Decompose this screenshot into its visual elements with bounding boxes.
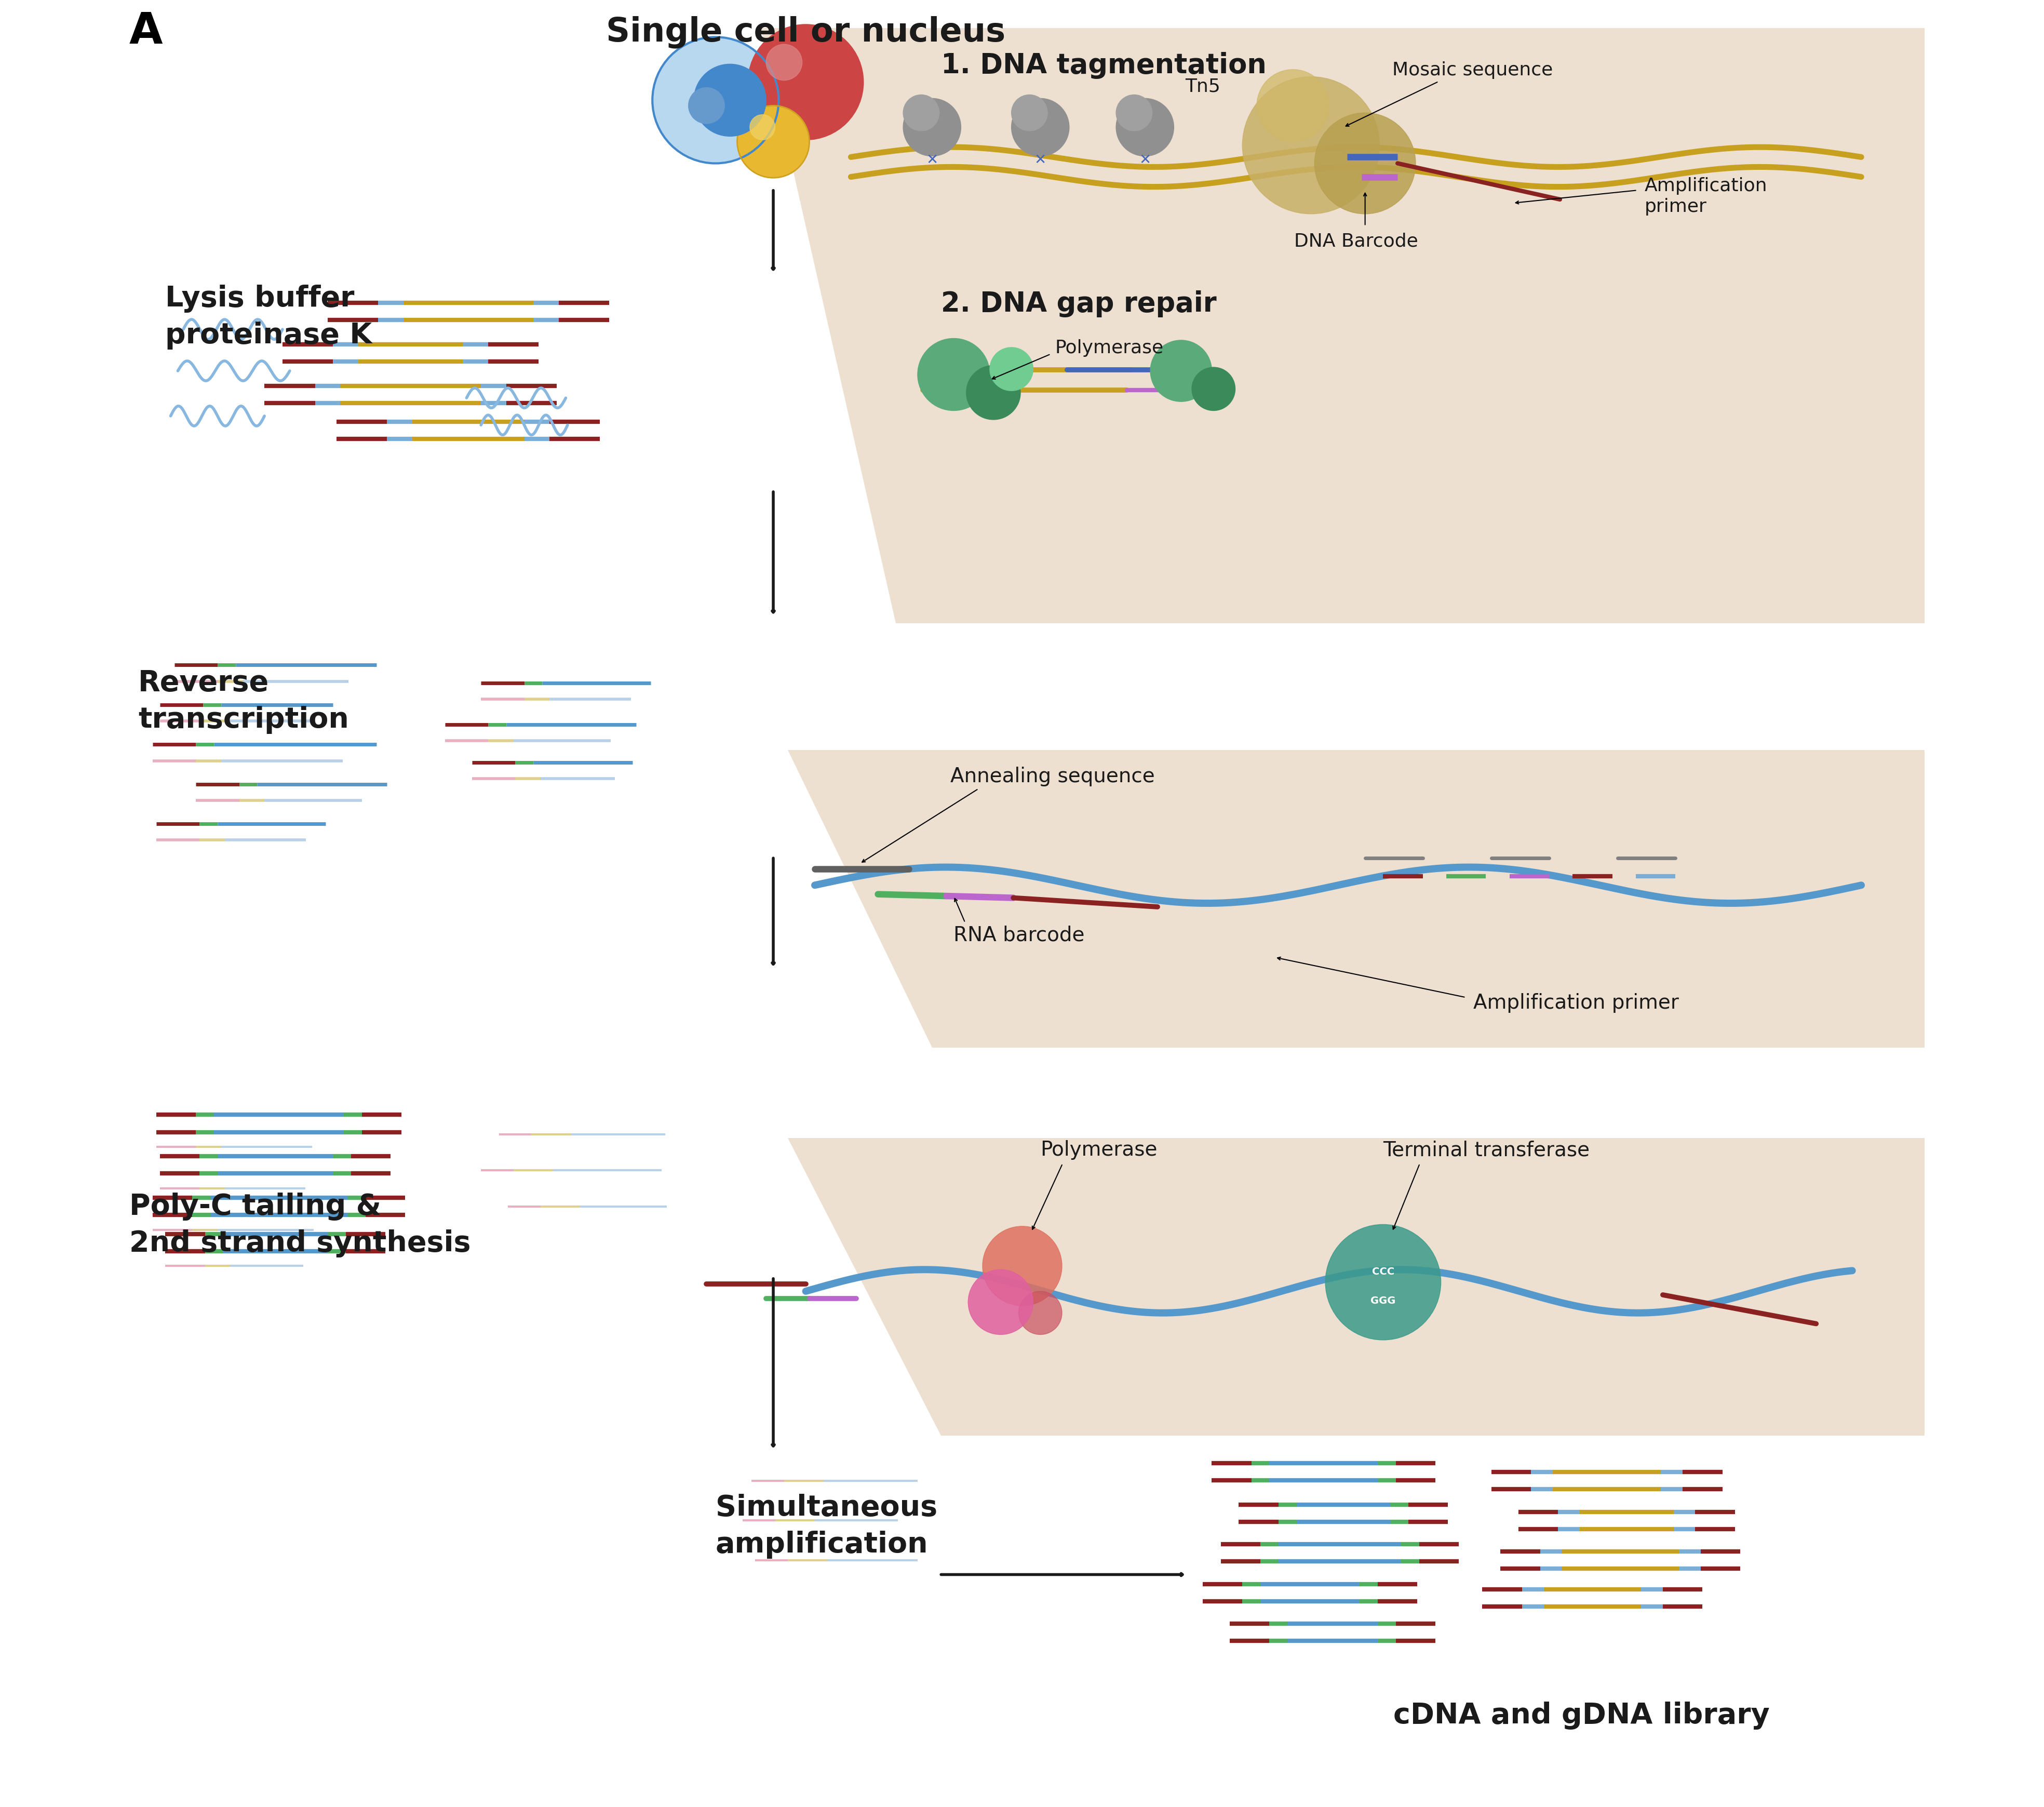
Text: Lysis buffer
proteinase K: Lysis buffer proteinase K [166, 286, 372, 349]
Circle shape [1018, 1292, 1061, 1335]
Text: ✕: ✕ [1034, 154, 1047, 168]
Circle shape [918, 338, 989, 410]
Circle shape [748, 25, 863, 141]
Text: 1. DNA tagmentation: 1. DNA tagmentation [940, 52, 1267, 80]
Circle shape [1151, 340, 1212, 401]
Circle shape [750, 116, 775, 141]
Circle shape [1314, 114, 1414, 215]
Text: Polymerase: Polymerase [1040, 1140, 1157, 1160]
Text: GGG: GGG [1369, 1296, 1396, 1305]
Text: RNA barcode: RNA barcode [953, 925, 1085, 945]
Polygon shape [760, 29, 1927, 623]
Text: 2. DNA gap repair: 2. DNA gap repair [940, 291, 1216, 316]
Text: cDNA and gDNA library: cDNA and gDNA library [1394, 1702, 1770, 1729]
Polygon shape [787, 750, 1927, 1048]
Circle shape [1116, 99, 1173, 157]
Text: ✕: ✕ [926, 154, 938, 168]
Text: ✕: ✕ [1139, 154, 1151, 168]
Circle shape [1243, 78, 1380, 215]
Circle shape [1257, 70, 1329, 143]
Text: Tn5: Tn5 [1186, 78, 1220, 96]
Text: CCC: CCC [1372, 1267, 1394, 1276]
Text: Polymerase: Polymerase [1055, 340, 1163, 356]
Text: Poly-C tailing &
2nd strand synthesis: Poly-C tailing & 2nd strand synthesis [129, 1193, 470, 1258]
Text: Single cell or nucleus: Single cell or nucleus [605, 16, 1006, 49]
Text: Mosaic sequence: Mosaic sequence [1392, 61, 1551, 80]
Polygon shape [787, 1138, 1927, 1437]
Text: A: A [129, 11, 164, 52]
Text: DNA Barcode: DNA Barcode [1294, 233, 1419, 249]
Text: Amplification
primer: Amplification primer [1643, 177, 1768, 215]
Circle shape [989, 347, 1032, 390]
Text: Annealing sequence: Annealing sequence [950, 766, 1155, 786]
Circle shape [1116, 96, 1153, 132]
Circle shape [738, 107, 809, 179]
Circle shape [1192, 367, 1235, 410]
Circle shape [652, 38, 779, 164]
Circle shape [967, 365, 1020, 419]
Circle shape [903, 96, 938, 132]
Circle shape [903, 99, 961, 157]
Circle shape [693, 65, 766, 137]
Circle shape [983, 1227, 1061, 1306]
Text: Terminal transferase: Terminal transferase [1384, 1140, 1590, 1160]
Text: Simultaneous
amplification: Simultaneous amplification [715, 1494, 936, 1558]
Text: Amplification primer: Amplification primer [1474, 992, 1678, 1012]
Circle shape [766, 45, 801, 81]
Circle shape [1325, 1225, 1441, 1341]
Circle shape [969, 1270, 1032, 1335]
Circle shape [1012, 99, 1069, 157]
Circle shape [1012, 96, 1047, 132]
Text: Reverse
transcription: Reverse transcription [139, 669, 350, 734]
Circle shape [689, 89, 724, 125]
